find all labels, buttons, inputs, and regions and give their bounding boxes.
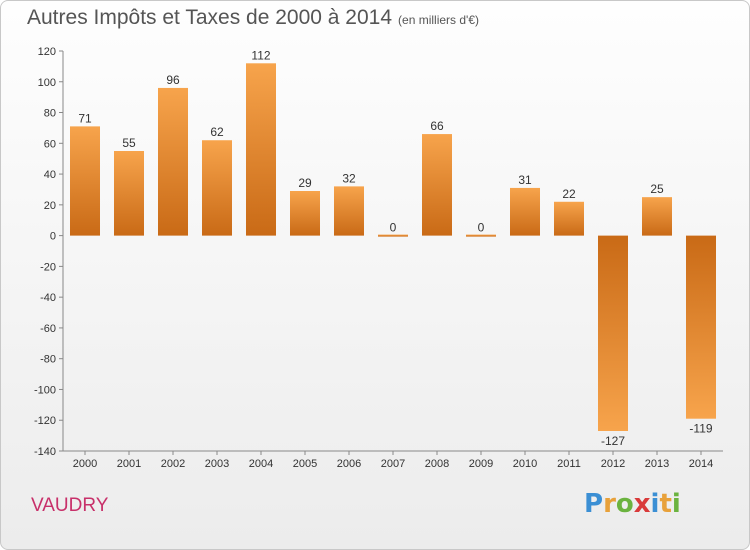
y-tick-label: -120 xyxy=(34,415,56,427)
bar xyxy=(642,197,672,236)
logo-letter: i xyxy=(650,489,660,519)
bar xyxy=(70,126,100,236)
bar xyxy=(202,140,232,236)
y-tick-label: 80 xyxy=(44,108,56,120)
data-label: 96 xyxy=(166,73,180,87)
bar xyxy=(246,63,276,236)
bar xyxy=(422,134,452,236)
proxiti-logo: Proxiti xyxy=(584,489,681,519)
y-tick-label: -100 xyxy=(34,384,56,396)
y-tick-label: 20 xyxy=(44,200,56,212)
data-label: -127 xyxy=(601,434,625,448)
x-tick-label: 2014 xyxy=(689,458,713,470)
data-label: 0 xyxy=(478,221,485,235)
data-label: 29 xyxy=(298,176,312,190)
x-tick-label: 2004 xyxy=(249,458,273,470)
y-tick-label: 60 xyxy=(44,138,56,150)
data-label: 32 xyxy=(342,171,356,185)
logo-letter: x xyxy=(633,489,651,519)
x-tick-label: 2012 xyxy=(601,458,625,470)
y-tick-label: -40 xyxy=(40,292,56,304)
x-tick-label: 2005 xyxy=(293,458,317,470)
chart-title: Autres Impôts et Taxes de 2000 à 2014 (en… xyxy=(27,6,479,30)
data-label: -119 xyxy=(689,422,712,436)
bar xyxy=(158,87,188,236)
data-label: 25 xyxy=(650,182,664,196)
x-tick-label: 2000 xyxy=(73,458,97,470)
bar xyxy=(686,235,716,419)
y-tick-label: -20 xyxy=(40,261,56,273)
place-name: VAUDRY xyxy=(31,495,109,516)
x-tick-label: 2002 xyxy=(161,458,185,470)
chart-title-unit: (en milliers d'€) xyxy=(398,13,480,27)
y-tick-label: 40 xyxy=(44,169,56,181)
x-tick-label: 2007 xyxy=(381,458,405,470)
x-tick-label: 2001 xyxy=(117,458,141,470)
x-tick-label: 2013 xyxy=(645,458,669,470)
x-tick-label: 2008 xyxy=(425,458,449,470)
data-label: 55 xyxy=(122,136,136,150)
logo-letter: i xyxy=(671,489,681,519)
bar xyxy=(598,235,628,431)
data-label: 62 xyxy=(210,125,224,139)
y-tick-label: 120 xyxy=(38,46,56,58)
y-tick-label: 100 xyxy=(38,77,56,89)
bar xyxy=(510,187,540,236)
x-tick-label: 2011 xyxy=(557,458,581,470)
bar xyxy=(378,234,408,237)
y-tick-label: -60 xyxy=(40,323,56,335)
x-tick-label: 2006 xyxy=(337,458,361,470)
data-label: 0 xyxy=(390,221,397,235)
bar xyxy=(290,191,320,236)
x-tick-label: 2009 xyxy=(469,458,493,470)
logo-letter: t xyxy=(659,489,672,519)
y-tick-label: 0 xyxy=(50,231,56,243)
y-tick-label: -140 xyxy=(34,446,56,458)
logo-letter: r xyxy=(603,489,616,519)
bar xyxy=(334,186,364,236)
data-label: 66 xyxy=(430,119,444,133)
logo-letter: P xyxy=(584,489,604,519)
data-label: 22 xyxy=(562,187,576,201)
y-tick-label: -80 xyxy=(40,354,56,366)
bar xyxy=(554,201,584,236)
chart-title-text: Autres Impôts et Taxes de 2000 à 2014 xyxy=(27,6,393,29)
data-label: 31 xyxy=(518,173,532,187)
x-tick-label: 2010 xyxy=(513,458,537,470)
data-label: 112 xyxy=(251,48,270,62)
bar xyxy=(466,234,496,237)
logo-letter: o xyxy=(615,489,634,519)
x-tick-label: 2003 xyxy=(205,458,229,470)
bar xyxy=(114,151,144,236)
data-label: 71 xyxy=(78,111,92,125)
